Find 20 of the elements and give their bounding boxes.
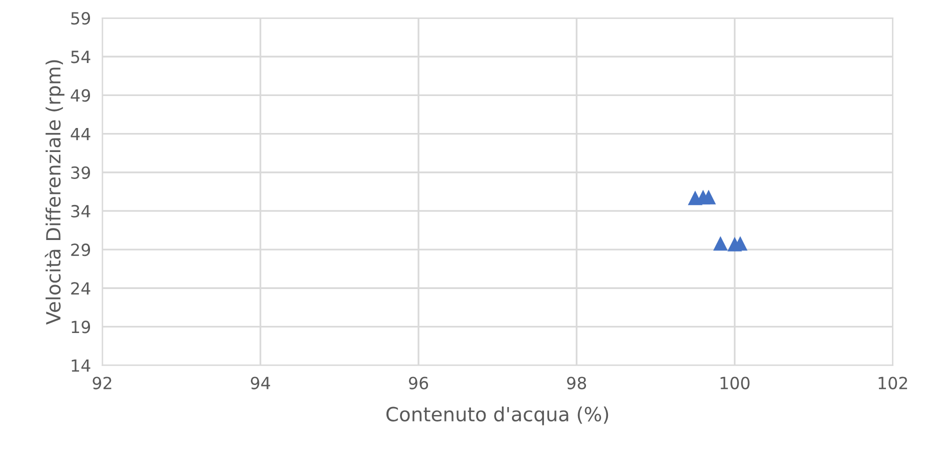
x-tick-label: 96: [408, 376, 428, 390]
y-axis-title: Velocità Differenziale (rpm): [44, 60, 64, 325]
x-tick-label: 100: [720, 376, 750, 390]
y-tick-label: 14: [72, 359, 90, 372]
point: [713, 236, 728, 251]
y-tick-label: 24: [71, 282, 90, 294]
x-tick-label: 92: [92, 376, 112, 390]
y-tick-label: 44: [70, 128, 90, 140]
y-tick-label: 19: [72, 320, 90, 334]
x-tick-label: 98: [567, 376, 586, 390]
point: [701, 190, 716, 204]
y-tick-label: 39: [71, 166, 90, 179]
y-tick-label: 29: [71, 244, 90, 256]
y-tick-label: 34: [71, 204, 90, 218]
x-tick-label: 102: [878, 376, 908, 390]
y-tick-label: 59: [71, 12, 90, 25]
x-tick-label: 94: [250, 376, 270, 390]
y-tick-label: 49: [70, 89, 90, 102]
x-axis-title: Contenuto d'acqua (%): [386, 406, 608, 426]
y-tick-label: 54: [71, 50, 90, 64]
